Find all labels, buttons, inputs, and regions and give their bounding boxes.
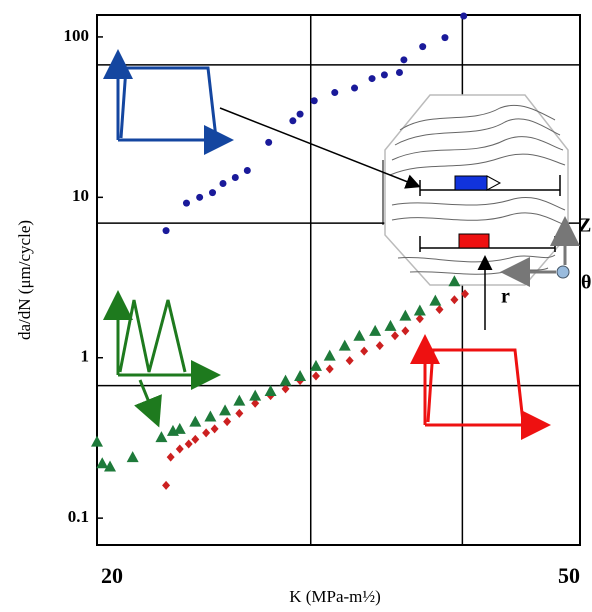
data-point (264, 385, 277, 397)
data-point (323, 349, 336, 361)
data-point (353, 329, 366, 341)
data-point (210, 424, 219, 434)
data-point (419, 43, 427, 51)
data-point (166, 452, 175, 462)
pointer-arrow (219, 107, 421, 189)
data-point (162, 227, 170, 235)
data-point (104, 460, 117, 472)
data-point (325, 364, 334, 374)
data-point (331, 89, 339, 97)
data-point (345, 356, 354, 366)
y-tick-label: 100 (64, 26, 90, 45)
data-point (368, 75, 376, 83)
y-axis-label: da/dN (μm/cycle) (15, 220, 34, 340)
data-point (450, 295, 459, 305)
waveform-green (103, 290, 221, 428)
data-point (281, 384, 290, 394)
data-point (435, 304, 444, 314)
data-point (351, 84, 359, 92)
data-point (441, 34, 449, 42)
x-tick-label: 50 (558, 563, 580, 588)
data-point (202, 428, 211, 438)
data-point (310, 97, 318, 105)
specimen-schematic (382, 94, 569, 286)
axis-z-label: Z (578, 215, 591, 237)
data-point (191, 434, 200, 444)
data-point (415, 314, 424, 324)
data-point (251, 398, 260, 408)
data-point (399, 309, 412, 321)
data-point (448, 275, 461, 287)
waveform-blue (103, 49, 234, 155)
x-tick-label: 20 (101, 563, 123, 588)
data-point (429, 294, 442, 306)
data-point (243, 166, 251, 174)
data-point (279, 374, 292, 386)
data-point (182, 199, 190, 207)
plot-frame (96, 14, 581, 546)
data-point (223, 417, 232, 427)
data-point (265, 138, 273, 146)
data-point (126, 451, 139, 463)
data-point (338, 339, 351, 351)
data-point (395, 69, 403, 77)
axis-theta-label: θ (581, 272, 591, 294)
y-tick-label: 10 (72, 186, 89, 205)
data-point (375, 341, 384, 351)
data-point (189, 415, 202, 427)
data-point (289, 117, 297, 125)
y-tick-label: 0.1 (68, 507, 89, 526)
data-point (390, 331, 399, 341)
data-point (384, 319, 397, 331)
waveform-red (410, 334, 551, 440)
axis-r-label: r (501, 286, 510, 308)
data-point (96, 457, 109, 469)
data-point (380, 71, 388, 79)
data-point (369, 324, 382, 336)
data-point (209, 189, 217, 197)
data-point (91, 435, 103, 447)
data-point (219, 404, 232, 416)
data-point (294, 369, 307, 381)
x-axis-label: K (MPa-m½) (289, 587, 381, 606)
data-point (196, 193, 204, 201)
data-point (204, 410, 217, 422)
data-point (173, 422, 186, 434)
data-point (309, 359, 322, 371)
data-point (249, 389, 262, 401)
data-point (311, 371, 320, 381)
data-point (360, 346, 369, 356)
data-point (235, 408, 244, 418)
data-point (296, 110, 304, 118)
data-point (219, 179, 227, 187)
data-point (162, 480, 171, 490)
y-tick-label: 1 (81, 347, 90, 366)
data-point (401, 326, 410, 336)
data-point (175, 444, 184, 454)
coordinate-axes (500, 216, 580, 287)
data-point (155, 431, 168, 443)
data-point (413, 304, 426, 316)
data-point (400, 56, 408, 64)
data-point (461, 289, 470, 299)
data-point (233, 394, 246, 406)
data-point (231, 173, 239, 181)
data-point (460, 12, 468, 20)
data-point (184, 439, 193, 449)
